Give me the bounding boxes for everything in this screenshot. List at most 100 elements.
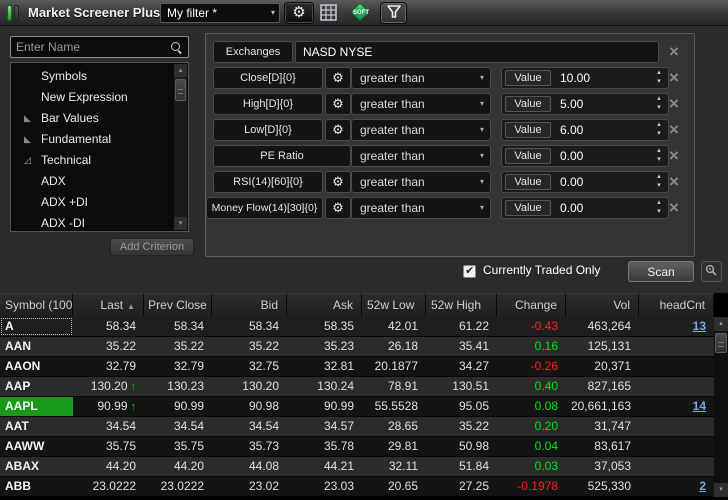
table-row-AAP[interactable]: AAP 130.20 130.23 130.20 130.24 78.91 13… <box>0 377 714 397</box>
bid-cell: 58.34 <box>248 319 279 333</box>
table-row-AAWW[interactable]: AAWW 35.75 35.75 35.73 35.78 29.81 50.98… <box>0 437 714 457</box>
headcnt-cell <box>639 417 714 436</box>
low52-cell: 26.18 <box>387 339 418 353</box>
screener-settings-button[interactable] <box>284 2 314 24</box>
value-label: Value <box>505 96 551 112</box>
headcnt-link[interactable]: 14 <box>692 399 706 413</box>
bid-cell: 90.98 <box>248 399 279 413</box>
last-cell: 34.54 <box>105 419 136 433</box>
tree-expanded-icon[interactable] <box>24 150 31 171</box>
operator-select[interactable]: greater than <box>351 93 491 115</box>
column-header-last[interactable]: Last <box>73 293 144 317</box>
symbol-cell[interactable]: AAP <box>5 379 31 393</box>
criterion-name-button[interactable]: PE Ratio <box>213 145 351 167</box>
table-row-ABAX[interactable]: ABAX 44.20 44.20 44.08 44.21 32.11 51.84… <box>0 457 714 477</box>
list-item-symbols[interactable]: Symbols <box>41 69 88 83</box>
criterion-name-button[interactable]: Money Flow(14)[30]{0} <box>206 197 323 219</box>
operator-select[interactable]: greater than <box>351 119 491 141</box>
filter-funnel-button[interactable] <box>380 2 407 24</box>
gear-icon[interactable] <box>325 119 351 141</box>
list-item-bar-values[interactable]: Bar Values <box>11 108 174 129</box>
scroll-thumb[interactable] <box>715 333 727 353</box>
scroll-up-icon[interactable] <box>714 317 728 331</box>
column-header-vol[interactable]: Vol <box>566 293 639 317</box>
column-header-52w-high[interactable]: 52w High <box>426 293 497 317</box>
criterion-name-button[interactable]: High[D]{0} <box>213 93 323 115</box>
symbol-cell[interactable]: ABB <box>5 479 31 493</box>
symbol-cell[interactable]: AAPL <box>0 397 73 416</box>
last-cell: 32.79 <box>105 359 136 373</box>
scroll-down-icon[interactable] <box>174 217 187 230</box>
add-criterion-button[interactable]: Add Criterion <box>110 238 194 256</box>
gear-icon[interactable] <box>325 197 351 219</box>
list-scrollbar[interactable] <box>174 64 187 230</box>
remove-criterion-icon[interactable] <box>661 145 687 167</box>
bid-cell: 23.02 <box>248 479 279 493</box>
table-row-AAPL[interactable]: AAPL 90.99 90.99 90.98 90.99 55.5528 95.… <box>0 397 714 417</box>
column-header-symbol[interactable]: Symbol (100 <box>0 293 73 317</box>
remove-criterion-icon[interactable] <box>661 197 687 219</box>
tree-collapsed-icon[interactable] <box>24 108 31 129</box>
criterion-name-button[interactable]: Close[D]{0} <box>213 67 323 89</box>
scan-button[interactable]: Scan <box>628 261 694 282</box>
gear-icon[interactable] <box>325 171 351 193</box>
table-row-AAN[interactable]: AAN 35.22 35.22 35.22 35.23 26.18 35.41 … <box>0 337 714 357</box>
value-input[interactable] <box>555 69 651 87</box>
criterion-name-button[interactable]: Low[D]{0} <box>213 119 323 141</box>
operator-select[interactable]: greater than <box>351 145 491 167</box>
list-item-fundamental[interactable]: Fundamental <box>11 129 174 150</box>
table-row-AAON[interactable]: AAON 32.79 32.79 32.75 32.81 20.1877 34.… <box>0 357 714 377</box>
column-header-52w-low[interactable]: 52w Low <box>362 293 426 317</box>
table-scrollbar[interactable] <box>714 317 728 497</box>
scroll-down-icon[interactable] <box>714 483 728 497</box>
symbol-cell[interactable]: AAN <box>5 339 31 353</box>
soft-badge-icon[interactable]: SOFT <box>347 2 375 24</box>
operator-select[interactable]: greater than <box>351 67 491 89</box>
headcnt-link[interactable]: 2 <box>699 479 706 493</box>
gear-icon[interactable] <box>325 67 351 89</box>
remove-criterion-icon[interactable] <box>661 41 687 63</box>
value-input[interactable] <box>555 121 651 139</box>
list-item-technical[interactable]: Technical <box>11 150 174 171</box>
search-input[interactable] <box>16 39 166 55</box>
remove-criterion-icon[interactable] <box>661 93 687 115</box>
symbol-cell[interactable]: AAON <box>5 359 41 373</box>
remove-criterion-icon[interactable] <box>661 171 687 193</box>
scan-settings-button[interactable] <box>701 261 722 282</box>
operator-select[interactable]: greater than <box>351 197 491 219</box>
value-input[interactable] <box>555 95 651 113</box>
criterion-name-button[interactable]: RSI(14)[60]{0} <box>213 171 323 193</box>
gear-icon[interactable] <box>325 93 351 115</box>
table-row-AAT[interactable]: AAT 34.54 34.54 34.54 34.57 28.65 35.22 … <box>0 417 714 437</box>
list-item-adx[interactable]: ADX <box>41 174 66 188</box>
list-item-adx-plus-di[interactable]: ADX +DI <box>41 195 89 209</box>
currently-traded-checkbox[interactable] <box>463 264 476 278</box>
table-row-A[interactable]: A 58.34 58.34 58.34 58.35 42.01 61.22 -0… <box>0 317 714 337</box>
column-header-bid[interactable]: Bid <box>212 293 287 317</box>
symbol-cell[interactable]: A <box>0 317 73 336</box>
scroll-up-icon[interactable] <box>174 64 187 77</box>
column-header-headcnt[interactable]: headCnt <box>639 293 714 317</box>
value-input[interactable] <box>555 199 651 217</box>
column-header-change[interactable]: Change <box>497 293 566 317</box>
column-header-ask[interactable]: Ask <box>287 293 362 317</box>
list-item-new-expression[interactable]: New Expression <box>41 90 128 104</box>
spreadsheet-icon[interactable] <box>320 4 337 26</box>
headcnt-link[interactable]: 13 <box>692 319 706 333</box>
column-header-prev-close[interactable]: Prev Close <box>144 293 212 317</box>
filter-preset-select[interactable]: My filter * <box>160 3 280 23</box>
table-row-ABB[interactable]: ABB 23.0222 23.0222 23.02 23.03 20.65 27… <box>0 477 714 497</box>
value-input[interactable] <box>555 173 651 191</box>
symbol-cell[interactable]: ABAX <box>5 459 40 473</box>
operator-select[interactable]: greater than <box>351 171 491 193</box>
exchanges-label-button[interactable]: Exchanges <box>213 41 293 63</box>
list-item-adx-minus-di[interactable]: ADX -DI <box>41 216 86 230</box>
scroll-thumb[interactable] <box>175 79 186 101</box>
remove-criterion-icon[interactable] <box>661 67 687 89</box>
symbol-cell[interactable]: AAWW <box>5 439 45 453</box>
remove-criterion-icon[interactable] <box>661 119 687 141</box>
tree-collapsed-icon[interactable] <box>24 129 31 150</box>
value-input[interactable] <box>555 147 651 165</box>
exchanges-input[interactable] <box>295 41 659 63</box>
symbol-cell[interactable]: AAT <box>5 419 29 433</box>
